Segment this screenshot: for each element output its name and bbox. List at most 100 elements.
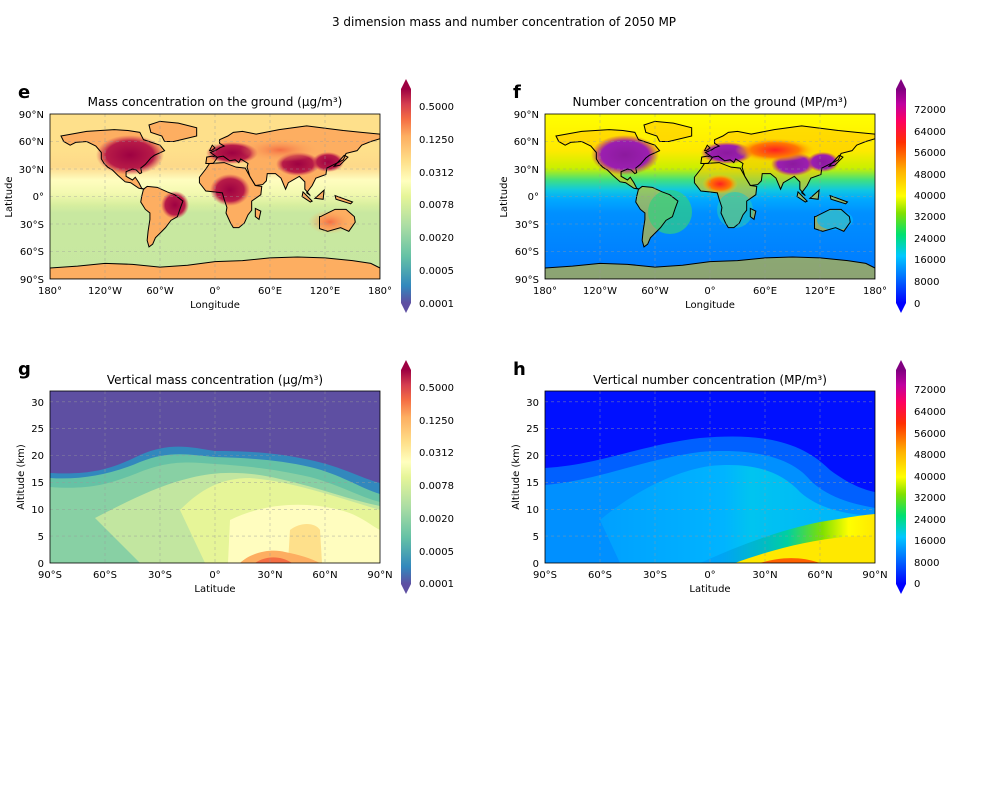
colorbar-tick: 8000 [914,558,939,569]
xtick-label: 60°W [146,286,174,297]
colorbar-tick: 16000 [914,255,946,266]
colorbar-tick: 16000 [914,536,946,547]
ytick-label: 90°S [515,275,539,286]
ytick-label: 5 [533,532,539,543]
xtick-label: 0° [209,286,220,297]
ytick-label: 60°S [20,247,44,258]
colorbar-tick: 72000 [914,105,946,116]
panel-e: e Mass concentration on the ground (μg/m… [4,79,454,313]
panel-g-ytick-labels: 0 5 10 15 20 25 30 [31,398,44,570]
colorbar-tick: 40000 [914,191,946,202]
xtick-label: 180° [368,286,392,297]
panel-f-title: Number concentration on the ground (MP/m… [573,95,848,109]
xtick-label: 180° [38,286,62,297]
panel-e-ytick-labels: 90°N 60°N 30°N 0° 30°S 60°S 90°S [19,110,44,286]
xtick-label: 30°N [257,570,282,581]
colorbar-tick: 32000 [914,493,946,504]
colorbar-tick: 0.0078 [419,200,454,211]
colorbar-tick: 0.0312 [419,168,454,179]
colorbar-tick: 0.5000 [419,102,454,113]
xtick-label: 90°S [533,570,557,581]
colorbar-tick: 40000 [914,472,946,483]
colorbar-tick: 0.1250 [419,135,454,146]
panel-f-ylabel: Latitude [499,176,510,217]
xtick-label: 90°S [38,570,62,581]
colorbar-tick: 56000 [914,148,946,159]
ytick-label: 15 [31,478,44,489]
panel-h-xtick-labels: 90°S 60°S 30°S 0° 30°N 60°N 90°N [533,570,888,581]
xtick-label: 180° [863,286,887,297]
panel-f-ytick-labels: 90°N 60°N 30°N 0° 30°S 60°S 90°S [514,110,539,286]
panel-f-colorbar [896,79,906,313]
ytick-label: 15 [526,478,539,489]
panel-g: g Vertical mass concentration (μg/m³) 0 … [16,359,454,595]
ytick-label: 90°N [19,110,44,121]
colorbar-tick: 0.0312 [419,448,454,459]
xtick-label: 90°N [367,570,392,581]
panel-h: h Vertical number concentration (MP/m³) … [511,359,946,595]
ytick-label: 60°N [514,137,539,148]
panel-h-colorbar [896,360,906,594]
panel-g-colorbar [401,360,411,594]
colorbar-tick: 0 [914,299,920,310]
panel-e-ylabel: Latitude [4,176,15,217]
ytick-label: 20 [526,451,539,462]
panel-h-colorbar-ticks: 72000 64000 56000 48000 40000 32000 2400… [914,385,946,590]
ytick-label: 30°N [514,165,539,176]
colorbar-tick: 8000 [914,277,939,288]
colorbar-tick: 48000 [914,450,946,461]
colorbar-tick: 0.5000 [419,383,454,394]
xtick-label: 0° [704,570,715,581]
colorbar-tick: 0.0078 [419,481,454,492]
ytick-label: 0 [533,559,539,570]
ytick-label: 10 [31,505,44,516]
panel-f-gridlines [545,114,875,279]
colorbar-tick: 24000 [914,234,946,245]
panel-f-xlabel: Longitude [685,300,735,311]
panel-e-colorbar [401,79,411,313]
xtick-label: 60°E [753,286,777,297]
panel-letter-f: f [513,82,521,103]
colorbar-tick: 64000 [914,407,946,418]
xtick-label: 120°E [805,286,835,297]
panel-letter-h: h [513,359,526,380]
xtick-label: 120°W [88,286,122,297]
xtick-label: 30°S [148,570,172,581]
ytick-label: 30°N [19,165,44,176]
panel-h-xlabel: Latitude [689,584,730,595]
ytick-label: 30 [31,398,44,409]
panel-f-xtick-labels: 180° 120°W 60°W 0° 60°E 120°E 180° [533,286,887,297]
panel-h-ytick-labels: 0 5 10 15 20 25 30 [526,398,539,570]
colorbar-tick: 56000 [914,429,946,440]
panel-g-title: Vertical mass concentration (μg/m³) [107,373,323,387]
colorbar-tick: 0.0020 [419,233,454,244]
panel-letter-g: g [18,359,31,380]
ytick-label: 30 [526,398,539,409]
panel-e-colorbar-ticks: 0.5000 0.1250 0.0312 0.0078 0.0020 0.000… [419,102,454,310]
xtick-label: 90°N [862,570,887,581]
panel-g-gridlines [50,391,380,563]
xtick-label: 60°S [588,570,612,581]
ytick-label: 90°N [514,110,539,121]
ytick-label: 25 [526,424,539,435]
panel-e-xtick-labels: 180° 120°W 60°W 0° 60°E 120°E 180° [38,286,392,297]
ytick-label: 10 [526,505,539,516]
colorbar-tick: 0.0020 [419,514,454,525]
colorbar-tick: 24000 [914,515,946,526]
ytick-label: 90°S [20,275,44,286]
xtick-label: 0° [209,570,220,581]
ytick-label: 0 [38,559,44,570]
xtick-label: 60°E [258,286,282,297]
ytick-label: 30°S [20,220,44,231]
colorbar-tick: 0.1250 [419,416,454,427]
colorbar-tick: 0.0001 [419,579,454,590]
panel-g-xtick-labels: 90°S 60°S 30°S 0° 30°N 60°N 90°N [38,570,393,581]
panel-h-title: Vertical number concentration (MP/m³) [593,373,827,387]
panel-letter-e: e [18,82,30,103]
xtick-label: 0° [704,286,715,297]
colorbar-tick: 48000 [914,170,946,181]
xtick-label: 60°N [312,570,337,581]
xtick-label: 30°N [752,570,777,581]
colorbar-tick: 0.0005 [419,547,454,558]
